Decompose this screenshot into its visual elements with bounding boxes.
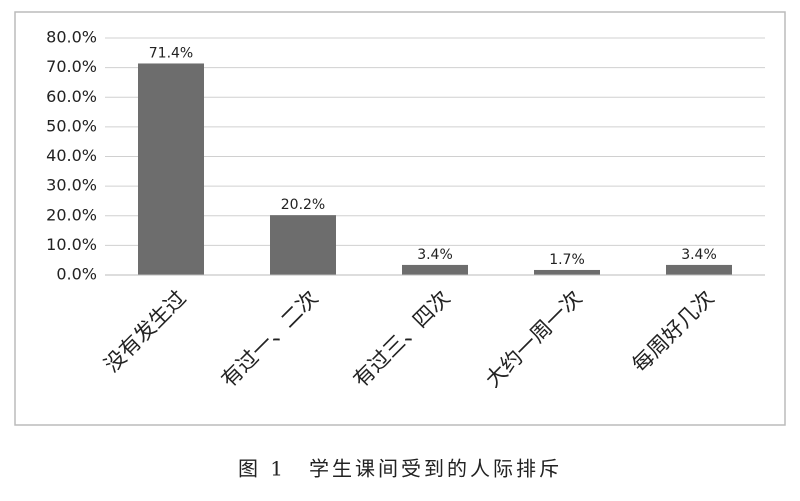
value-label: 3.4%	[417, 247, 453, 263]
bar	[666, 264, 732, 275]
value-label: 20.2%	[281, 197, 325, 213]
y-tick-label: 50.0%	[46, 116, 97, 135]
y-tick-label: 60.0%	[46, 87, 97, 106]
y-tick-label: 20.0%	[46, 205, 97, 224]
value-label: 71.4%	[149, 45, 193, 61]
y-tick-label: 0.0%	[56, 265, 97, 284]
value-label: 3.4%	[681, 247, 717, 263]
y-tick-label: 40.0%	[46, 146, 97, 165]
bar	[270, 215, 336, 275]
y-tick-label: 30.0%	[46, 176, 97, 195]
bar	[138, 63, 204, 275]
y-tick-label: 80.0%	[46, 28, 97, 47]
y-tick-label: 10.0%	[46, 235, 97, 254]
value-label: 1.7%	[549, 252, 585, 268]
chart-title: 图 1 学生课间受到的人际排斥	[238, 457, 562, 481]
bar	[534, 269, 600, 275]
y-tick-label: 70.0%	[46, 57, 97, 76]
bar	[402, 264, 468, 275]
